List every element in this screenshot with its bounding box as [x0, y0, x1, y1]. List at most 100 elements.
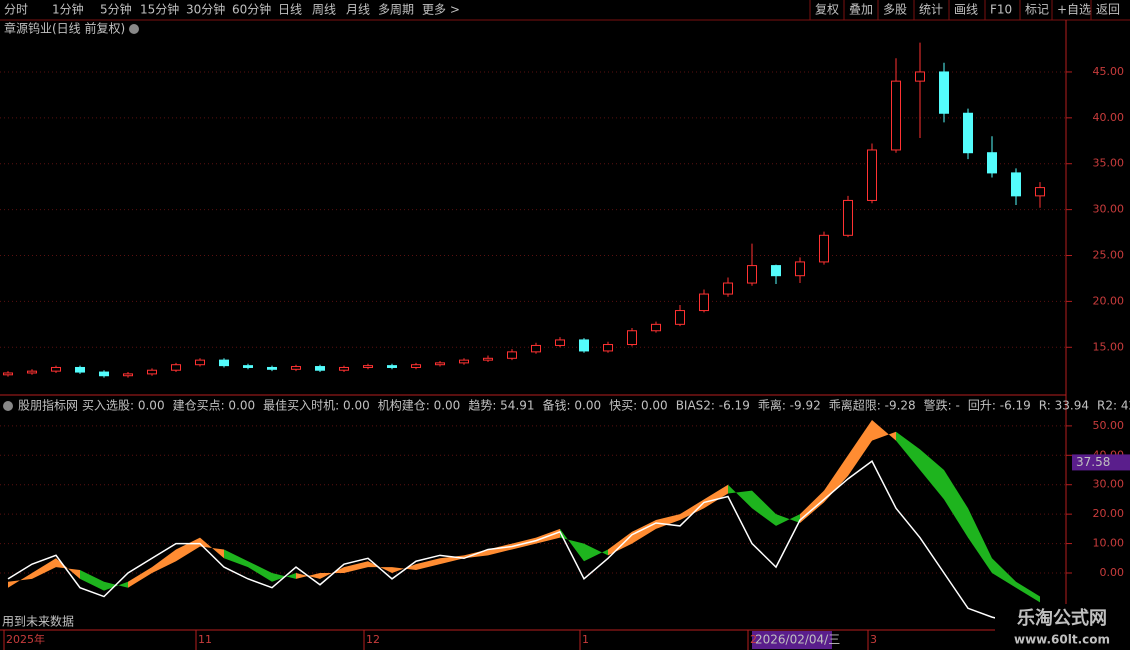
- candle-body: [339, 366, 349, 371]
- ribbon-segment: [968, 508, 992, 573]
- candle-body: [387, 365, 397, 368]
- toolbar-button[interactable]: 标记: [1025, 3, 1049, 17]
- ribbon-segment: [1016, 581, 1040, 603]
- watermark-box: [995, 604, 1130, 650]
- y-tick-label: 40.00: [1093, 111, 1125, 124]
- toolbar-button[interactable]: 15分钟: [140, 2, 179, 17]
- indicator-item: 机构建仓: 0.00: [378, 398, 461, 413]
- ribbon-segment: [752, 490, 776, 526]
- candle-body: [843, 199, 853, 236]
- ribbon-segment: [8, 572, 32, 588]
- toolbar-button[interactable]: 多股: [883, 3, 907, 17]
- indicator-item: 建仓买点: 0.00: [173, 399, 256, 413]
- candle-body: [267, 366, 277, 370]
- watermark-name: 乐淘公式网: [1017, 607, 1107, 629]
- candle-body: [99, 371, 109, 377]
- toolbar-button[interactable]: 画线: [954, 3, 978, 17]
- candle-body: [675, 310, 685, 325]
- candle-body: [651, 323, 661, 332]
- candle-body: [939, 71, 949, 114]
- candle-body: [459, 359, 469, 364]
- candle-body: [627, 330, 637, 346]
- ribbon-segment: [824, 455, 848, 503]
- candle-body: [795, 261, 805, 277]
- candle-body: [219, 359, 229, 367]
- indicator-item: R: 33.94: [1039, 399, 1089, 413]
- date-label: 11: [198, 633, 212, 646]
- candle-body: [51, 366, 61, 372]
- ribbon-segment: [296, 572, 320, 579]
- toolbar-button[interactable]: 月线: [346, 3, 370, 17]
- marker-label: 37.58: [1076, 455, 1110, 469]
- y-tick-label: 30.00: [1093, 478, 1125, 491]
- y-tick-label: 25.00: [1093, 249, 1125, 262]
- ribbon-segment: [560, 528, 584, 562]
- ribbon-segment: [128, 567, 152, 588]
- toolbar-button[interactable]: +自选: [1057, 3, 1091, 17]
- cursor-date: 2026/02/04/三: [755, 633, 840, 647]
- indicator-icon: [3, 401, 13, 411]
- y-tick-label: 45.00: [1093, 65, 1125, 78]
- candle-body: [195, 359, 205, 366]
- note: 用到未来数据: [2, 614, 74, 629]
- candle-body: [555, 339, 565, 346]
- candle-body: [915, 71, 925, 82]
- indicator-item: 乖离超限: -9.28: [829, 398, 916, 413]
- toolbar-button[interactable]: F10: [990, 3, 1012, 17]
- toolbar-button[interactable]: 60分钟: [232, 2, 271, 17]
- candle-body: [291, 366, 301, 370]
- ribbon-segment: [920, 449, 944, 500]
- toolbar-button[interactable]: 多周期: [378, 3, 414, 17]
- ribbon-segment: [776, 514, 800, 526]
- date-label: 3: [870, 633, 877, 646]
- title: 章源钨业(日线 前复权): [4, 21, 125, 36]
- toolbar-button[interactable]: 叠加: [849, 3, 873, 17]
- ribbon-segment: [992, 558, 1016, 588]
- title-icon: [129, 24, 139, 34]
- indicator-line: [7, 460, 1041, 627]
- toolbar-button[interactable]: 更多 >: [422, 3, 460, 17]
- toolbar-button[interactable]: 1分钟: [52, 2, 84, 17]
- toolbar-button[interactable]: 日线: [278, 3, 302, 17]
- candle-body: [363, 365, 373, 368]
- ribbon-segment: [704, 484, 728, 509]
- indicator-item: 乖离: -9.92: [758, 398, 821, 413]
- indicator-item: R2: 42.99: [1097, 399, 1130, 413]
- candle-body: [603, 344, 613, 352]
- ribbon-segment: [416, 558, 440, 571]
- y-tick-label: 20.00: [1093, 507, 1125, 520]
- indicator-item: 趋势: 54.91: [468, 399, 534, 413]
- candle-body: [411, 364, 421, 368]
- indicator-item: 买入选股: 0.00: [82, 399, 165, 413]
- toolbar-button[interactable]: 30分钟: [186, 2, 225, 17]
- date-label: 1: [582, 633, 589, 646]
- candle-body: [747, 265, 757, 284]
- toolbar-button[interactable]: 返回: [1096, 3, 1120, 17]
- toolbar-button[interactable]: 分时: [4, 3, 28, 17]
- candle-body: [531, 344, 541, 353]
- indicator-header: 股朋指标网 买入选股: 0.00 建仓买点: 0.00 最佳买入时机: 0.00 机构建…: [18, 398, 1130, 413]
- candle-body: [507, 351, 517, 359]
- toolbar-button[interactable]: 周线: [312, 3, 336, 17]
- y-tick-label: 15.00: [1093, 340, 1125, 353]
- ribbon-segment: [248, 561, 272, 582]
- indicator-item: 最佳买入时机: 0.00: [263, 399, 370, 413]
- toolbar-button[interactable]: 复权: [815, 3, 839, 17]
- candle-body: [3, 372, 13, 376]
- ribbon-segment: [608, 531, 632, 556]
- ribbon-segment: [344, 561, 368, 573]
- candle-body: [483, 357, 493, 361]
- candle-body: [867, 149, 877, 201]
- y-tick-label: 30.00: [1093, 203, 1125, 216]
- candle-body: [819, 234, 829, 263]
- toolbar-button[interactable]: 统计: [919, 3, 943, 17]
- y-tick-label: 20.00: [1093, 294, 1125, 307]
- candle-body: [579, 339, 589, 352]
- toolbar-button[interactable]: 5分钟: [100, 2, 132, 17]
- watermark-url: www.60lt.com: [1014, 633, 1110, 647]
- ribbon-segment: [656, 514, 680, 529]
- candle-body: [123, 373, 133, 377]
- candle-body: [987, 152, 997, 174]
- ribbon-segment: [944, 470, 968, 538]
